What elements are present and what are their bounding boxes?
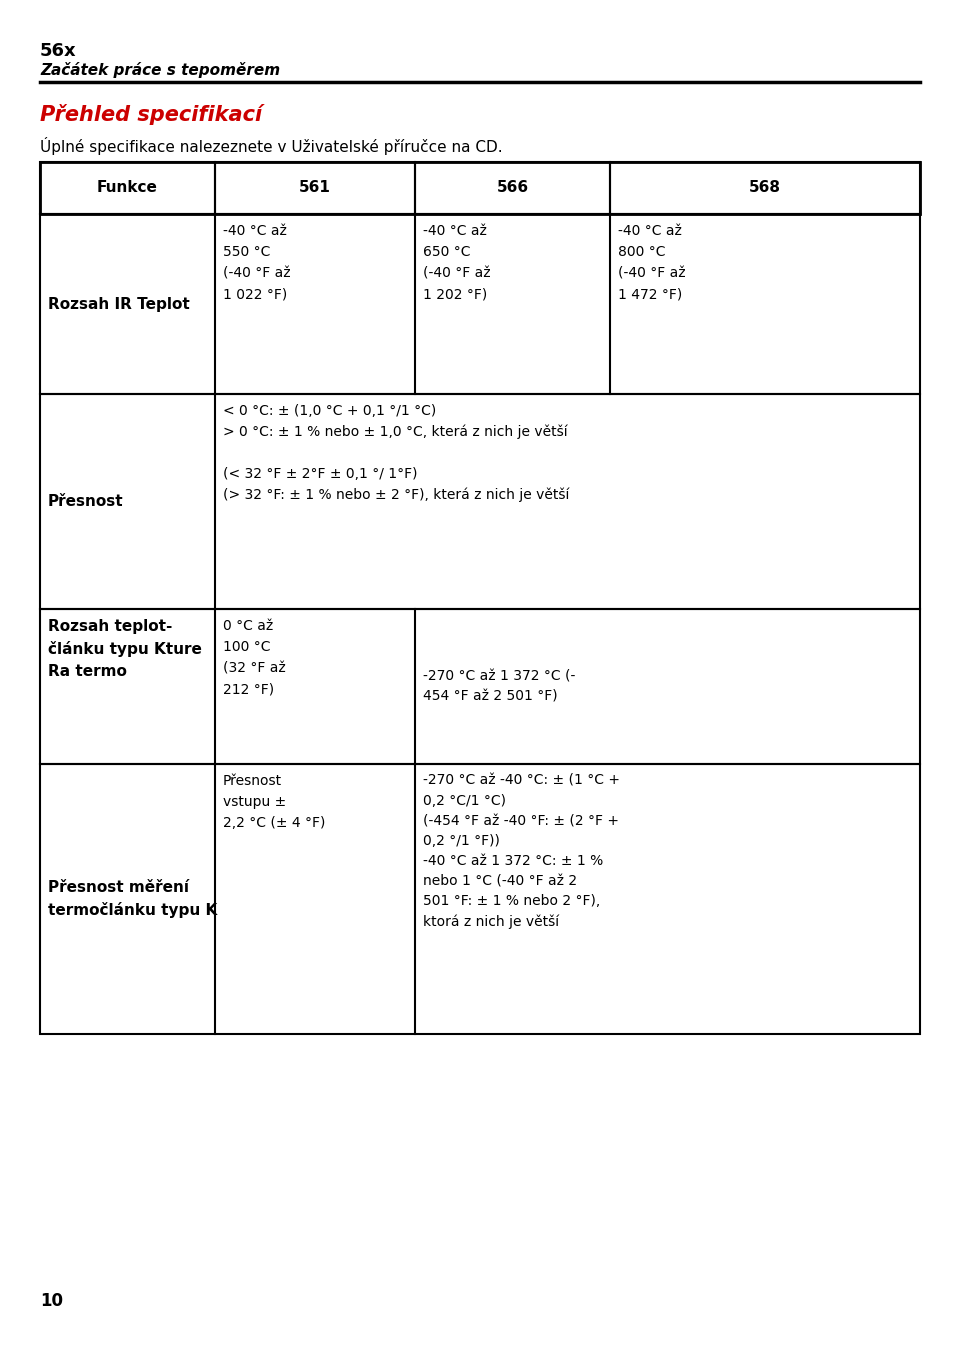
Bar	[415, 162, 610, 214]
Bar	[40, 214, 920, 393]
Text: Přehled specifikací: Přehled specifikací	[40, 104, 262, 124]
Bar	[40, 608, 920, 764]
Bar	[215, 162, 415, 214]
Text: 56x: 56x	[40, 42, 77, 59]
Text: Přesnost
vstupu ±
2,2 °C (± 4 °F): Přesnost vstupu ± 2,2 °C (± 4 °F)	[223, 773, 325, 830]
Bar	[40, 393, 920, 608]
Text: -40 °C až
800 °C
(-40 °F až
1 472 °F): -40 °C až 800 °C (-40 °F až 1 472 °F)	[618, 224, 685, 301]
Bar	[40, 162, 920, 214]
Text: 0 °C až
100 °C
(32 °F až
212 °F): 0 °C až 100 °C (32 °F až 212 °F)	[223, 619, 286, 696]
Text: Začátek práce s tepoměrem: Začátek práce s tepoměrem	[40, 62, 280, 78]
Text: Funkce: Funkce	[97, 181, 158, 196]
Text: -40 °C až
650 °C
(-40 °F až
1 202 °F): -40 °C až 650 °C (-40 °F až 1 202 °F)	[423, 224, 491, 301]
Text: -40 °C až
550 °C
(-40 °F až
1 022 °F): -40 °C až 550 °C (-40 °F až 1 022 °F)	[223, 224, 291, 301]
Text: Úplné specifikace nalezeznete v Uživatelské příručce na CD.: Úplné specifikace nalezeznete v Uživatel…	[40, 137, 503, 155]
Text: < 0 °C: ± (1,0 °C + 0,1 °/1 °C)
> 0 °C: ± 1 % nebo ± 1,0 °C, která z nich je vět: < 0 °C: ± (1,0 °C + 0,1 °/1 °C) > 0 °C: …	[223, 404, 569, 502]
Text: 561: 561	[300, 181, 331, 196]
Text: Přesnost: Přesnost	[48, 493, 124, 508]
Text: -270 °C až -40 °C: ± (1 °C +
0,2 °C/1 °C)
(-454 °F až -40 °F: ± (2 °F +
0,2 °/1 : -270 °C až -40 °C: ± (1 °C + 0,2 °C/1 °C…	[423, 773, 620, 929]
Bar	[40, 162, 215, 214]
Text: 566: 566	[496, 181, 529, 196]
Text: -270 °C až 1 372 °C (-
454 °F až 2 501 °F): -270 °C až 1 372 °C (- 454 °F až 2 501 °…	[423, 669, 575, 704]
Text: Přesnost měření
termočlánku typu K: Přesnost měření termočlánku typu K	[48, 880, 217, 918]
Bar	[40, 764, 920, 1034]
Text: Rozsah IR Teplot: Rozsah IR Teplot	[48, 296, 190, 311]
Text: Rozsah teplot-
článku typu Kture
Ra termo: Rozsah teplot- článku typu Kture Ra term…	[48, 619, 202, 679]
Text: 10: 10	[40, 1293, 63, 1310]
Bar	[610, 162, 920, 214]
Text: 568: 568	[749, 181, 781, 196]
